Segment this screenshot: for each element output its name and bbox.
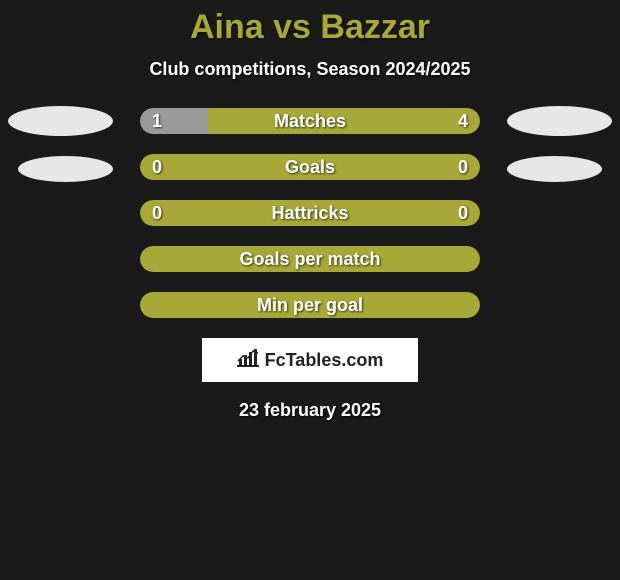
stat-row: 00Goals — [0, 154, 620, 180]
stat-row: 14Matches — [0, 108, 620, 134]
stat-bar: Min per goal — [140, 292, 480, 318]
page-subtitle: Club competitions, Season 2024/2025 — [0, 59, 620, 80]
stat-bar: Goals per match — [140, 246, 480, 272]
logo-box: FcTables.com — [202, 338, 418, 382]
stat-row: Goals per match — [0, 246, 620, 272]
stat-bar: 14Matches — [140, 108, 480, 134]
page-title: Aina vs Bazzar — [0, 8, 620, 47]
comparison-infographic: Aina vs Bazzar Club competitions, Season… — [0, 0, 620, 421]
date-line: 23 february 2025 — [0, 400, 620, 421]
player-ellipse-left — [18, 156, 113, 182]
stat-label: Goals — [140, 157, 480, 178]
stat-row: Min per goal — [0, 292, 620, 318]
stats-area: 14Matches 00Goals 00Hattricks Goals per mat… — [0, 108, 620, 318]
stat-row: 00Hattricks — [0, 200, 620, 226]
player-ellipse-left — [8, 106, 113, 136]
stat-label: Min per goal — [140, 295, 480, 316]
stat-label: Matches — [140, 111, 480, 132]
stat-label: Hattricks — [140, 203, 480, 224]
stat-bar: 00Goals — [140, 154, 480, 180]
logo-text: FcTables.com — [265, 350, 384, 371]
stat-label: Goals per match — [140, 249, 480, 270]
chart-icon — [237, 349, 259, 372]
stat-bar: 00Hattricks — [140, 200, 480, 226]
logo: FcTables.com — [237, 349, 384, 372]
player-ellipse-right — [507, 106, 612, 136]
player-ellipse-right — [507, 156, 602, 182]
